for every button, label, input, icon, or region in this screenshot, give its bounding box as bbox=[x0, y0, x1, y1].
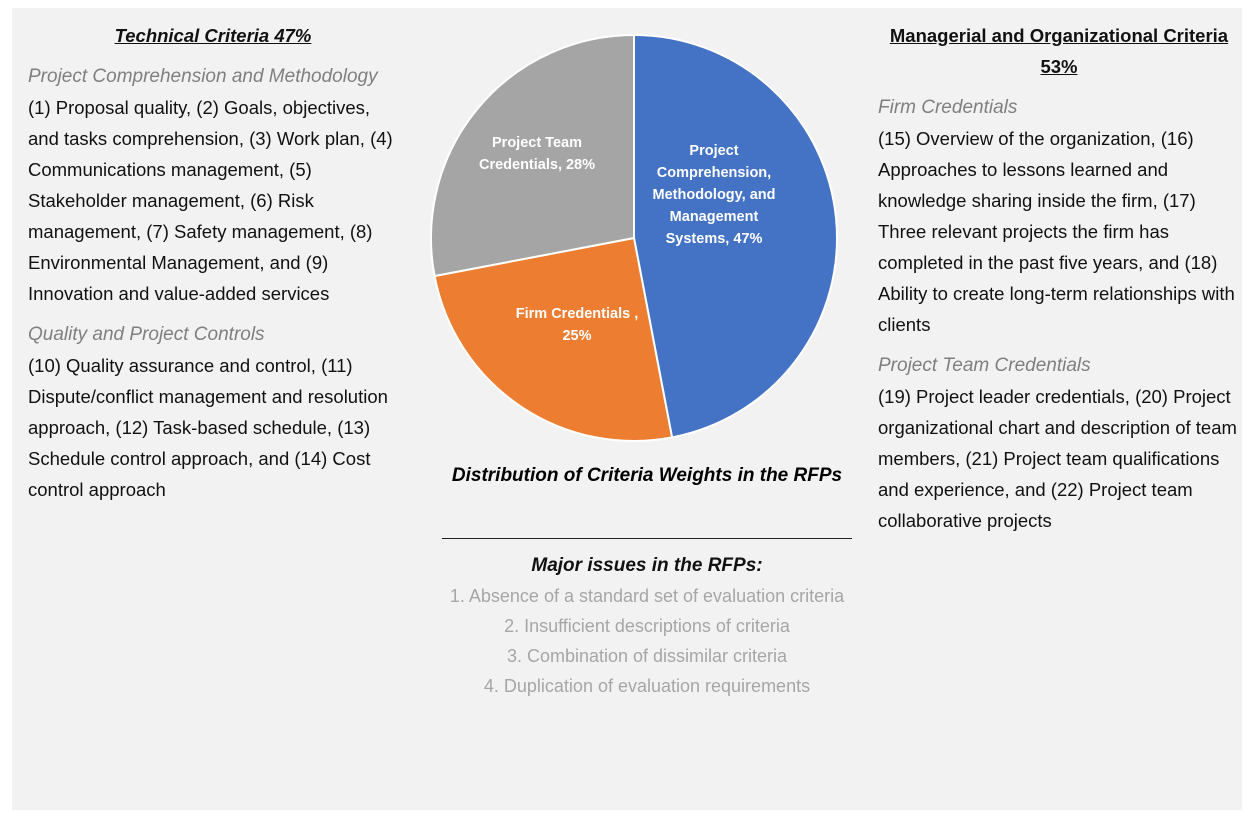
issue-item: 2. Insufficient descriptions of criteria bbox=[504, 616, 790, 636]
section: Quality and Project Controls (10) Qualit… bbox=[28, 319, 398, 505]
pie-slice bbox=[633, 33, 838, 439]
section-heading: Quality and Project Controls bbox=[28, 324, 265, 345]
issue-item: 4. Duplication of evaluation requirement… bbox=[483, 676, 811, 696]
section-heading: Firm Credentials bbox=[878, 97, 1018, 118]
issues-list: 1. Absence of a standard set of evaluati… bbox=[432, 581, 862, 701]
slice-label: Project Team Credentials, 28% bbox=[478, 135, 596, 173]
section-heading: Project Team Credentials bbox=[878, 355, 1091, 376]
left-title: Technical Criteria 47% bbox=[114, 25, 312, 46]
chart-title: Distribution of Criteria Weights in the … bbox=[451, 465, 843, 486]
slice-label: Project Comprehension, Methodology, and … bbox=[652, 143, 776, 247]
issues: Major issues in the RFPs: 1. Absence of … bbox=[432, 551, 862, 701]
pie-slice bbox=[430, 33, 635, 278]
section: Firm Credentials (15) Overview of the or… bbox=[878, 92, 1240, 340]
pie-chart bbox=[430, 33, 838, 442]
slice-label: Firm Credentials , 25% bbox=[515, 306, 639, 344]
figure: Technical Criteria 47% Project Comprehen… bbox=[12, 8, 1242, 810]
right-column: Managerial and Organizational Criteria 5… bbox=[878, 20, 1240, 536]
divider bbox=[442, 538, 852, 539]
section: Project Team Credentials (19) Project le… bbox=[878, 350, 1240, 536]
section-text: (1) Proposal quality, (2) Goals, objecti… bbox=[28, 97, 393, 304]
section-heading: Project Comprehension and Methodology bbox=[28, 66, 378, 87]
section-text: (19) Project leader credentials, (20) Pr… bbox=[878, 386, 1237, 531]
section: Project Comprehension and Methodology (1… bbox=[28, 61, 398, 309]
pie-slice bbox=[433, 236, 674, 442]
issue-item: 3. Combination of dissimilar criteria bbox=[506, 646, 788, 666]
left-column: Technical Criteria 47% Project Comprehen… bbox=[28, 20, 398, 505]
issue-item: 1. Absence of a standard set of evaluati… bbox=[449, 586, 845, 606]
right-title: Managerial and Organizational Criteria 5… bbox=[889, 25, 1229, 77]
section-text: (15) Overview of the organization, (16) … bbox=[878, 128, 1235, 335]
section-text: (10) Quality assurance and control, (11)… bbox=[28, 355, 388, 500]
issues-title: Major issues in the RFPs: bbox=[531, 555, 763, 576]
